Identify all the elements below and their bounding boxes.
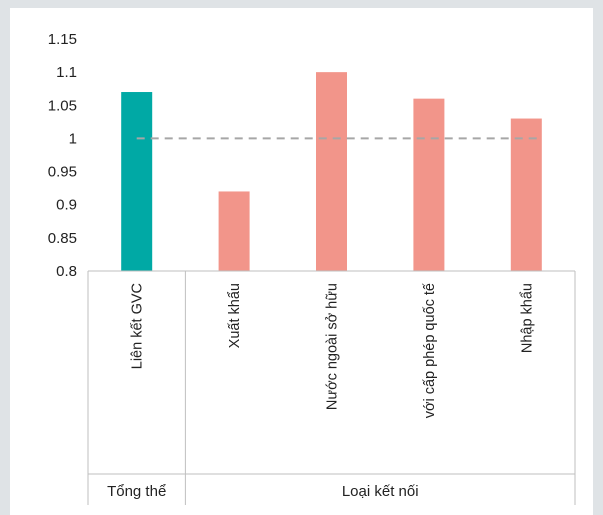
y-tick-label: 1.1 <box>56 64 77 81</box>
y-tick-label: 0.95 <box>48 164 77 181</box>
category-label: với cấp phép quốc tế <box>422 283 438 418</box>
y-tick-label: 1 <box>69 130 77 147</box>
bar <box>218 191 250 271</box>
bars <box>121 72 542 272</box>
y-tick-label: 0.8 <box>56 263 77 280</box>
category-label: Nước ngoài sở hữu <box>325 283 341 410</box>
y-axis: 0.8 0.85 0.9 0.95 1 1.05 1.1 1.15 <box>48 31 77 280</box>
bar-chart: 0.8 0.85 0.9 0.95 1 1.05 1.1 1.15 Liên kết GVC X… <box>48 31 576 505</box>
y-tick-label: 1.15 <box>48 31 77 48</box>
y-tick-label: 0.9 <box>56 197 77 214</box>
group-label: Tổng thể <box>107 483 166 500</box>
y-tick-label: 1.05 <box>48 97 77 114</box>
x-axis: Liên kết GVC Xuất khẩu Nước ngoài sở hữu vớ… <box>87 270 576 505</box>
bar <box>316 72 347 272</box>
category-label: Xuất khẩu <box>227 283 243 348</box>
bar <box>510 118 542 272</box>
chart-panel: 0.8 0.85 0.9 0.95 1 1.05 1.1 1.15 Liên kết GVC X… <box>10 8 593 515</box>
category-label: Liên kết GVC <box>130 283 146 369</box>
bar <box>413 98 445 272</box>
y-tick-label: 0.85 <box>48 230 77 247</box>
bar <box>121 92 153 272</box>
group-label: Loại kết nối <box>342 483 419 500</box>
category-label: Nhập khẩu <box>519 283 535 353</box>
